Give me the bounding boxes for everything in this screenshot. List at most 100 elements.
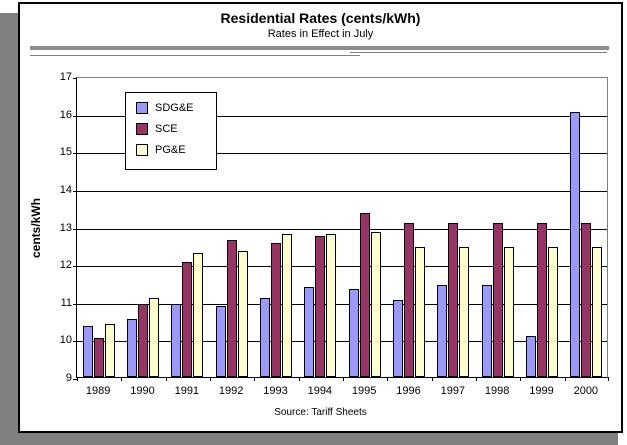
chart-title: Residential Rates (cents/kWh) — [220, 10, 421, 26]
y-tick-label-11: 11 — [60, 296, 72, 309]
x-tick-mark — [210, 377, 211, 381]
bar-sdgande-1996 — [393, 299, 403, 377]
source-note: Source: Tariff Sheets — [274, 407, 367, 418]
bar-sdgande-1991 — [171, 303, 182, 377]
legend-swatch-icon — [136, 102, 148, 114]
legend: SDG&E SCE PG&E — [125, 92, 217, 170]
bar-sce-1996 — [404, 222, 414, 377]
bar-sce-1991 — [182, 262, 193, 377]
gridline-15 — [77, 153, 607, 155]
x-axis-tick-labels: 1989 1990 1991 1992 1993 1994 1995 1996 1997 1998… — [76, 385, 608, 399]
chart-subtitle: Rates in Effect in July — [267, 28, 374, 40]
y-axis-tick-labels: 9 10 11 12 13 14 15 16 17 — [20, 71, 72, 384]
x-tick-mark — [608, 377, 609, 381]
bar-sdgande-1992 — [215, 305, 226, 377]
x-tick-mark — [298, 377, 300, 381]
x-tick-label-1998: 1998 — [484, 385, 510, 397]
x-tick-mark — [77, 377, 78, 381]
x-tick-mark — [476, 377, 477, 381]
gridline-13 — [77, 228, 607, 230]
x-tick-label-1992: 1992 — [218, 385, 244, 397]
x-tick-mark — [254, 377, 256, 381]
x-tick-label-1991: 1991 — [174, 385, 200, 397]
bar-pgande-1996 — [415, 247, 425, 377]
y-tick-label-9: 9 — [65, 372, 72, 384]
bar-sce-1995 — [359, 213, 370, 377]
x-tick-label-1993: 1993 — [263, 385, 288, 397]
bar-pgande-1994 — [326, 234, 337, 377]
bar-sce-1999 — [537, 222, 547, 377]
title-divider-bar — [30, 46, 609, 50]
gridline-11 — [77, 303, 607, 305]
y-tick-label-12: 12 — [59, 259, 72, 272]
legend-swatch-icon — [136, 144, 148, 156]
bar-pgande-1989 — [104, 324, 115, 377]
y-tick-mark — [73, 78, 77, 79]
legend-label: PG&E — [155, 144, 186, 156]
x-tick-label-1989: 1989 — [85, 385, 111, 397]
y-tick-mark — [73, 303, 77, 305]
y-tick-mark — [73, 153, 77, 155]
y-tick-label-16: 16 — [59, 108, 72, 121]
gridline-10 — [77, 341, 607, 343]
bar-pgande-2000 — [592, 247, 603, 377]
y-tick-label-15: 15 — [59, 146, 72, 159]
y-tick-mark — [73, 266, 77, 268]
bar-sce-1994 — [315, 235, 326, 377]
bar-sce-1998 — [492, 222, 503, 377]
bar-sdgande-1998 — [481, 284, 492, 377]
y-tick-label-10: 10 — [59, 334, 72, 347]
bar-pgande-1992 — [237, 250, 248, 377]
bar-pgande-1991 — [193, 252, 204, 377]
bar-sdgande-1995 — [348, 288, 359, 377]
legend-item-sdgande: SDG&E — [136, 101, 216, 115]
legend-label: SDG&E — [155, 102, 194, 114]
x-tick-label-1994: 1994 — [307, 385, 333, 397]
x-tick-label-2000: 2000 — [573, 385, 599, 397]
legend-item-pgande: PG&E — [136, 143, 216, 157]
gridline-16 — [77, 115, 607, 117]
x-tick-mark — [564, 377, 566, 381]
x-tick-label-1997: 1997 — [440, 385, 466, 397]
bar-pgande-1990 — [149, 298, 159, 377]
bar-sce-1993 — [271, 243, 281, 377]
x-tick-label-1996: 1996 — [396, 385, 421, 397]
title-divider-line-left — [30, 55, 360, 56]
x-tick-label-1995: 1995 — [351, 385, 377, 397]
bar-sce-1992 — [226, 239, 237, 377]
y-tick-label-14: 14 — [59, 183, 72, 196]
bar-sdgande-1994 — [304, 286, 315, 377]
bar-pgande-1995 — [370, 232, 381, 377]
bar-sdgande-1990 — [127, 318, 137, 377]
y-tick-mark — [73, 228, 77, 230]
bar-pgande-1999 — [548, 247, 558, 377]
bar-pgande-1998 — [503, 247, 514, 377]
legend-item-sce: SCE — [136, 122, 216, 136]
title-divider-line-right — [350, 52, 607, 53]
bar-sdgande-1989 — [82, 326, 93, 377]
bar-sce-1990 — [138, 303, 148, 377]
gridline-14 — [77, 190, 607, 192]
x-tick-label-1999: 1999 — [529, 385, 554, 397]
y-tick-label-13: 13 — [59, 221, 72, 234]
bar-sdgande-2000 — [570, 111, 581, 377]
bar-sdgande-1999 — [526, 335, 536, 377]
gridline-12 — [77, 266, 607, 268]
bar-sdgande-1997 — [437, 284, 448, 377]
y-tick-mark — [73, 115, 77, 117]
x-tick-mark — [520, 377, 522, 381]
chart-panel: Residential Rates (cents/kWh) Rates in E… — [18, 2, 623, 433]
y-tick-mark — [73, 379, 77, 380]
bar-sdgande-1993 — [260, 298, 270, 377]
x-tick-mark — [387, 377, 389, 381]
bar-pgande-1997 — [459, 247, 470, 377]
bar-sce-2000 — [581, 222, 592, 377]
x-tick-mark — [431, 377, 433, 381]
y-tick-mark — [73, 341, 77, 343]
legend-label: SCE — [155, 123, 178, 135]
bar-sce-1989 — [93, 337, 104, 377]
x-tick-mark — [343, 377, 344, 381]
y-tick-label-17: 17 — [59, 71, 72, 83]
x-tick-mark — [121, 377, 123, 381]
